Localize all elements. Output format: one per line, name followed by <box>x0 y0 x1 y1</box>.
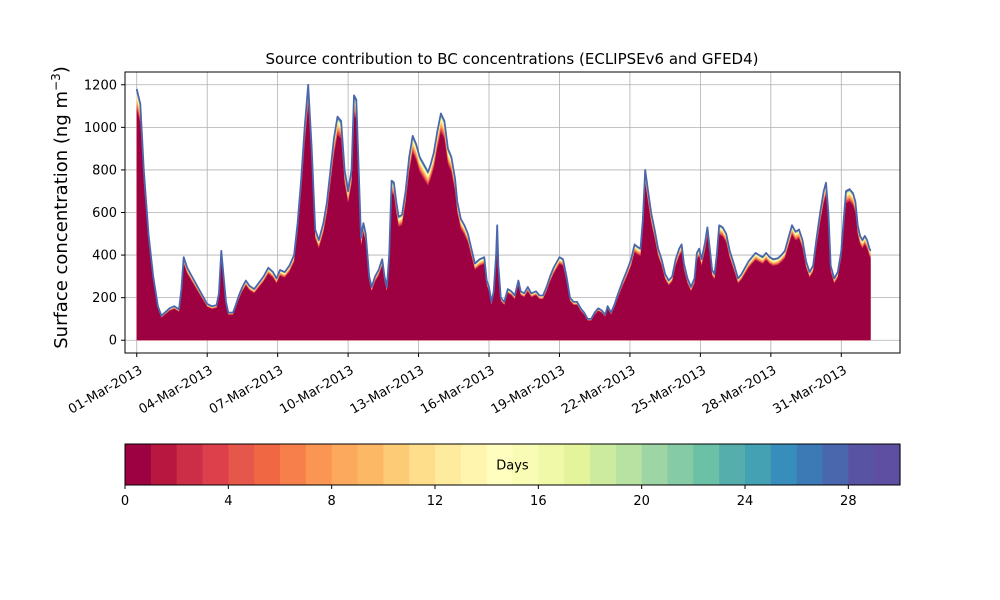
colorbar-cell <box>822 444 849 485</box>
colorbar-cell <box>590 444 617 485</box>
colorbar-cell <box>435 444 462 485</box>
y-tick-label: 0 <box>109 334 117 349</box>
colorbar-cell <box>125 444 152 485</box>
colorbar-cell <box>874 444 901 485</box>
colorbar-cell <box>667 444 694 485</box>
colorbar-cell <box>254 444 281 485</box>
y-axis-ticks: 0 200 400 600 800 1000 1200 <box>84 78 125 349</box>
colorbar-cell <box>176 444 204 485</box>
x-tick-label: 10-Mar-2013 <box>277 363 356 417</box>
colorbar-tick-label: 12 <box>427 494 444 509</box>
colorbar-tick-label: 20 <box>633 494 650 509</box>
colorbar-tick-label: 16 <box>530 494 547 509</box>
colorbar-cell <box>770 444 798 485</box>
colorbar-cell <box>564 444 591 485</box>
colorbar-cell <box>228 444 255 485</box>
colorbar-tick-label: 8 <box>328 494 336 509</box>
colorbar-label: Days <box>496 459 529 474</box>
x-tick-label: 13-Mar-2013 <box>348 363 427 417</box>
colorbar-cell <box>460 444 488 485</box>
x-tick-label: 31-Mar-2013 <box>771 363 850 417</box>
colorbar-cell <box>512 444 539 485</box>
colorbar: Days 0 4 8 12 16 20 24 28 <box>121 443 901 509</box>
colorbar-cell <box>357 444 384 485</box>
x-tick-label: 16-Mar-2013 <box>418 363 497 417</box>
colorbar-cell <box>848 444 875 485</box>
plot-area: 0 200 400 600 800 1000 1200 01-Mar-201304-Mar-… <box>66 71 901 417</box>
colorbar-ticks: 0 4 8 12 16 20 24 28 <box>121 485 857 509</box>
x-tick-label: 19-Mar-2013 <box>489 363 568 417</box>
y-tick-label: 200 <box>92 291 117 306</box>
colorbar-tick-label: 28 <box>840 494 857 509</box>
colorbar-cell <box>383 444 410 485</box>
colorbar-frame <box>124 443 901 486</box>
colorbar-cell <box>538 444 565 485</box>
x-axis-ticks: 01-Mar-201304-Mar-201307-Mar-201310-Mar-… <box>66 353 850 417</box>
y-tick-label: 800 <box>92 163 117 178</box>
y-tick-label: 1200 <box>84 78 117 93</box>
colorbar-cell <box>486 444 514 485</box>
colorbar-cell <box>796 444 824 485</box>
colorbar-cell <box>331 444 359 485</box>
colorbar-cell <box>719 444 746 485</box>
colorbar-cells <box>125 444 901 485</box>
chart-title: Source contribution to BC concentrations… <box>265 50 758 68</box>
colorbar-cell <box>305 444 333 485</box>
colorbar-tick-label: 24 <box>737 494 754 509</box>
colorbar-cell <box>409 444 436 485</box>
x-tick-label: 07-Mar-2013 <box>207 363 286 417</box>
series-line-total <box>135 83 872 320</box>
colorbar-cell <box>693 444 720 485</box>
area-layer <box>136 105 871 341</box>
colorbar-cell <box>202 444 229 485</box>
colorbar-cell <box>615 444 643 485</box>
x-tick-label: 04-Mar-2013 <box>136 363 215 417</box>
colorbar-tick-label: 0 <box>121 494 129 509</box>
area-layers <box>136 84 871 341</box>
x-tick-label: 01-Mar-2013 <box>66 363 145 417</box>
colorbar-cell <box>745 444 772 485</box>
x-tick-label: 28-Mar-2013 <box>700 363 779 417</box>
colorbar-cell <box>641 444 669 485</box>
x-tick-label: 22-Mar-2013 <box>559 363 638 417</box>
colorbar-tick-label: 4 <box>224 494 232 509</box>
y-tick-label: 600 <box>92 206 117 221</box>
y-tick-label: 1000 <box>84 121 117 136</box>
y-tick-label: 400 <box>92 249 117 264</box>
y-axis-label: Surface concentration (ng m−3) <box>49 66 72 349</box>
x-tick-label: 25-Mar-2013 <box>630 363 709 417</box>
colorbar-cell <box>280 444 307 485</box>
colorbar-cell <box>150 444 178 485</box>
